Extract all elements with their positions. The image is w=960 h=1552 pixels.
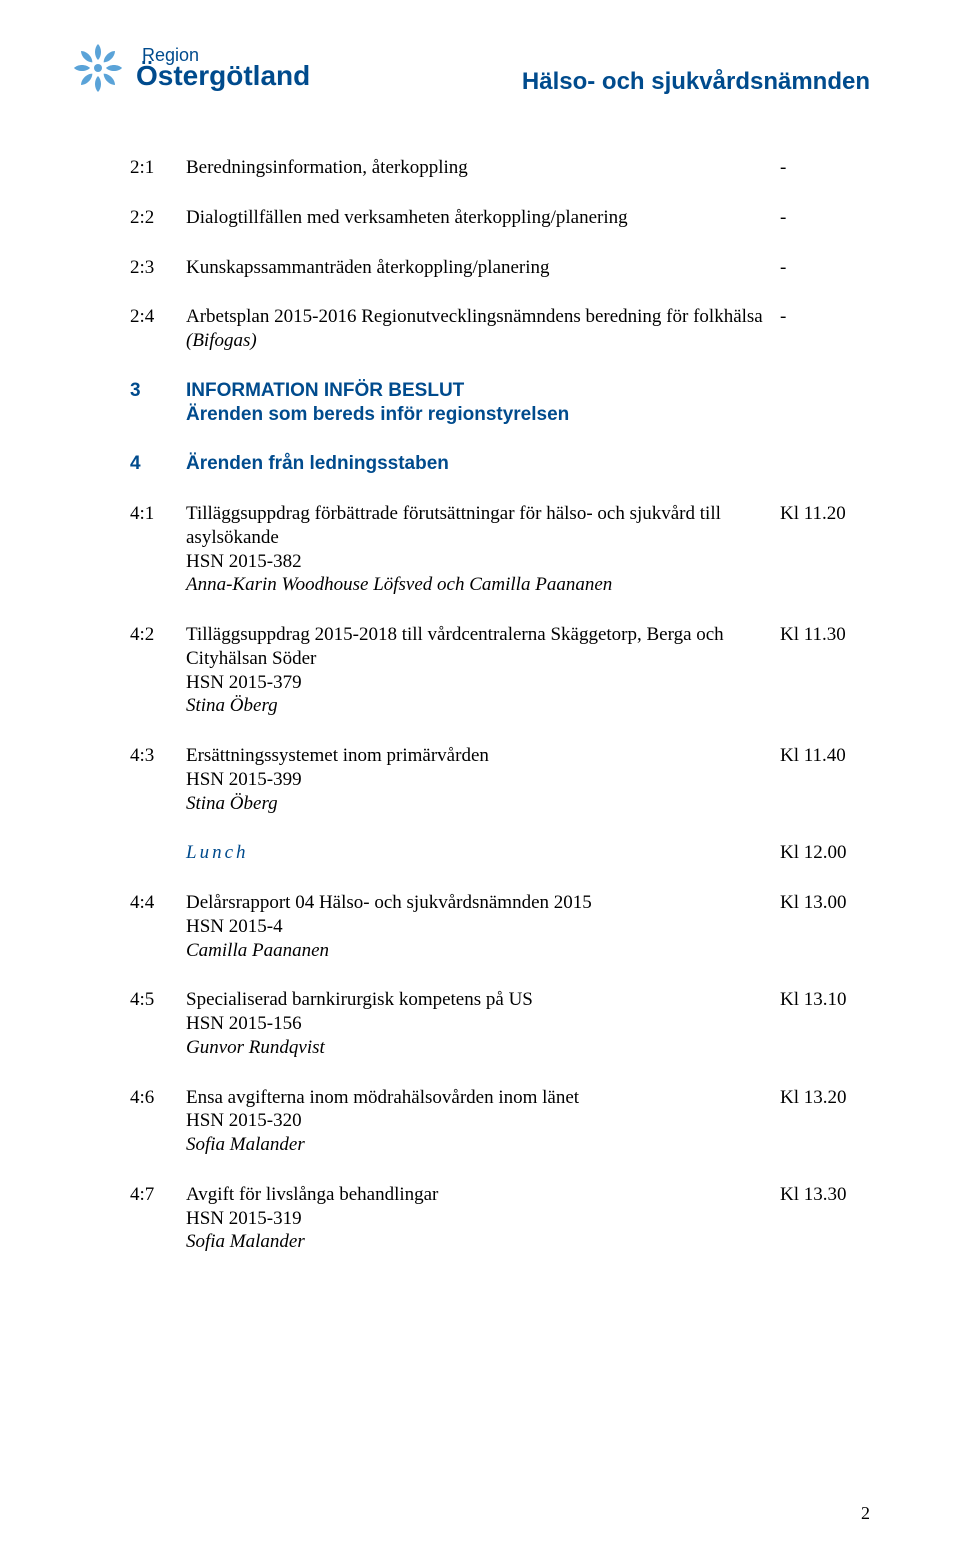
agenda-row-id: 4:5 <box>130 988 186 1085</box>
agenda-row-id <box>130 841 186 891</box>
agenda-row-time: Kl 13.10 <box>780 988 870 1085</box>
agenda-row: 4:5Specialiserad barnkirurgisk kompetens… <box>130 988 870 1085</box>
agenda-row: 3INFORMATION INFÖR BESLUTÄrenden som ber… <box>130 379 870 453</box>
agenda-row-id: 4:6 <box>130 1086 186 1183</box>
lunch-label: Lunch <box>186 842 249 863</box>
agenda-row-time: - <box>780 305 870 379</box>
header: Region Östergötland Hälso- och sjukvårds… <box>70 40 870 96</box>
agenda-row: 4:6Ensa avgifterna inom mödrahälsovården… <box>130 1086 870 1183</box>
snowflake-icon <box>70 40 126 96</box>
agenda-row: 4:7Avgift för livslånga behandlingarHSN … <box>130 1183 870 1280</box>
agenda-row-body: Tilläggsuppdrag förbättrade förutsättnin… <box>186 502 780 623</box>
agenda-row-time: Kl 11.40 <box>780 744 870 841</box>
document-title: Hälso- och sjukvårdsnämnden <box>522 68 870 96</box>
agenda-row: 2:4Arbetsplan 2015-2016 Regionutveckling… <box>130 305 870 379</box>
agenda-row-body: Avgift för livslånga behandlingarHSN 201… <box>186 1183 780 1280</box>
agenda-row: Lunch Kl 12.00 <box>130 841 870 891</box>
agenda-row-time: Kl 13.20 <box>780 1086 870 1183</box>
agenda-row-time <box>780 379 870 453</box>
agenda-row-body: Dialogtillfällen med verksamheten återko… <box>186 206 780 256</box>
page: Region Östergötland Hälso- och sjukvårds… <box>0 0 960 1552</box>
agenda-row-id: 2:3 <box>130 256 186 306</box>
agenda-row-body: Beredningsinformation, återkoppling <box>186 156 780 206</box>
agenda-row-time: - <box>780 206 870 256</box>
logo-name: Östergötland <box>136 62 310 90</box>
agenda-row-id: 2:1 <box>130 156 186 206</box>
agenda-row: 4:3Ersättningssystemet inom primärvården… <box>130 744 870 841</box>
agenda-row-body: Specialiserad barnkirurgisk kompetens på… <box>186 988 780 1085</box>
agenda-row-body: Lunch <box>186 841 780 891</box>
agenda-row-time <box>780 452 870 502</box>
agenda-row-id: 4:2 <box>130 623 186 744</box>
agenda-row-body: Tilläggsuppdrag 2015-2018 till vårdcentr… <box>186 623 780 744</box>
agenda-row-time: Kl 13.30 <box>780 1183 870 1280</box>
logo: Region Östergötland <box>70 40 310 96</box>
agenda-row: 4:2Tilläggsuppdrag 2015-2018 till vårdce… <box>130 623 870 744</box>
agenda-row: 4Ärenden från ledningsstaben <box>130 452 870 502</box>
logo-text: Region Östergötland <box>136 46 310 90</box>
agenda-row: 2:1Beredningsinformation, återkoppling- <box>130 156 870 206</box>
agenda-row-body: Delårsrapport 04 Hälso- och sjukvårdsnäm… <box>186 891 780 988</box>
agenda-row: 2:2Dialogtillfällen med verksamheten åte… <box>130 206 870 256</box>
agenda-row-body: INFORMATION INFÖR BESLUTÄrenden som bere… <box>186 379 780 453</box>
agenda-row-id: 4:4 <box>130 891 186 988</box>
agenda-row-body: Ärenden från ledningsstaben <box>186 452 780 502</box>
agenda-row-time: Kl 12.00 <box>780 841 870 891</box>
agenda-row-time: - <box>780 156 870 206</box>
agenda-row-time: Kl 11.30 <box>780 623 870 744</box>
agenda-row: 4:1Tilläggsuppdrag förbättrade förutsätt… <box>130 502 870 623</box>
agenda-row-id: 2:4 <box>130 305 186 379</box>
agenda-row-id: 3 <box>130 379 186 453</box>
agenda-row-body: Ensa avgifterna inom mödrahälsovården in… <box>186 1086 780 1183</box>
agenda-row-id: 2:2 <box>130 206 186 256</box>
agenda-row-time: - <box>780 256 870 306</box>
agenda-row-time: Kl 11.20 <box>780 502 870 623</box>
agenda-table: 2:1Beredningsinformation, återkoppling-2… <box>130 156 870 1280</box>
agenda-row-id: 4 <box>130 452 186 502</box>
agenda-row-id: 4:3 <box>130 744 186 841</box>
agenda-row-time: Kl 13.00 <box>780 891 870 988</box>
agenda-row-id: 4:7 <box>130 1183 186 1280</box>
agenda-row: 4:4Delårsrapport 04 Hälso- och sjukvårds… <box>130 891 870 988</box>
agenda-row-body: Arbetsplan 2015-2016 Regionutvecklingsnä… <box>186 305 780 379</box>
agenda-row-id: 4:1 <box>130 502 186 623</box>
agenda-row: 2:3Kunskapssammanträden återkoppling/pla… <box>130 256 870 306</box>
agenda-row-body: Ersättningssystemet inom primärvårdenHSN… <box>186 744 780 841</box>
page-number: 2 <box>861 1503 870 1524</box>
agenda-row-body: Kunskapssammanträden återkoppling/planer… <box>186 256 780 306</box>
